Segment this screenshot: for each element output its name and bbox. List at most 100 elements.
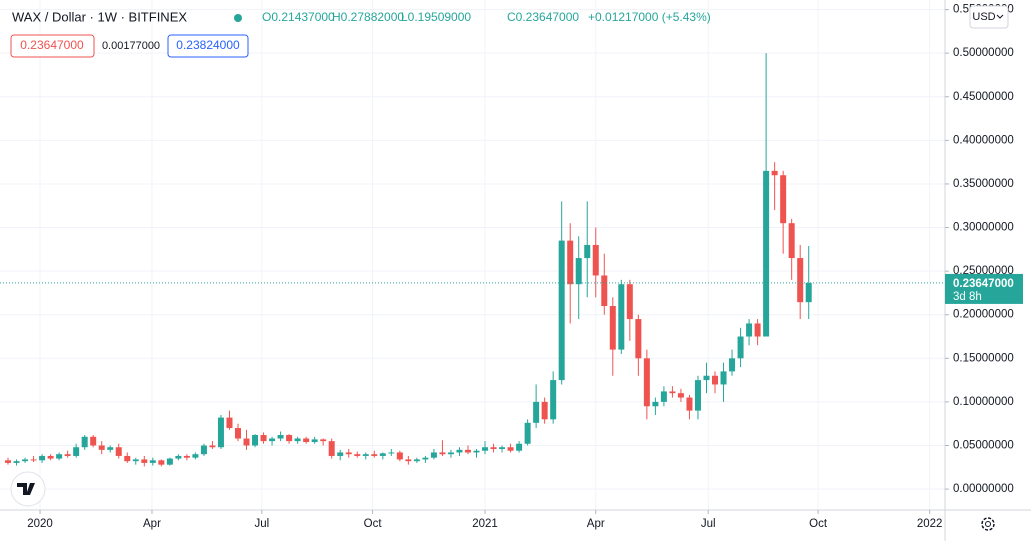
candle-body (252, 435, 259, 446)
candle-body (473, 450, 480, 453)
x-tick-label: Oct (364, 518, 383, 530)
candle-body (269, 438, 276, 442)
sell-price[interactable]: 0.23647000 (20, 38, 84, 52)
candle-body (584, 244, 591, 259)
candle-body (328, 441, 335, 456)
candle-body (166, 458, 173, 465)
status-dot (234, 14, 242, 22)
y-tick-label: 0.10000000 (953, 396, 1014, 408)
ohlc-close: C0.23647000 (507, 10, 579, 24)
candle-body (541, 401, 548, 420)
candle-body (729, 358, 736, 372)
candle-body (124, 455, 131, 462)
candle-body (56, 454, 63, 459)
candle-body (73, 447, 80, 456)
candle-body (320, 439, 327, 442)
candle-body (379, 453, 386, 456)
candle-body (337, 452, 344, 456)
candle-body (771, 170, 778, 176)
candle-body (524, 422, 531, 444)
candle-body (592, 244, 599, 276)
candle-body (669, 391, 676, 394)
buy-price[interactable]: 0.23824000 (176, 38, 240, 52)
x-tick-label: Jul (701, 518, 716, 530)
candle-body (456, 449, 463, 453)
candle-body (81, 436, 88, 448)
buy-button[interactable] (167, 34, 249, 58)
candle-body (805, 282, 812, 303)
ohlc-change: +0.01217000 (+5.43%) (588, 10, 711, 24)
candle-body (396, 452, 403, 460)
currency-button[interactable] (969, 5, 1009, 29)
candle-body (303, 438, 310, 442)
candle-body (183, 455, 190, 458)
candle-body (575, 258, 582, 285)
y-tick-label: 0.05000000 (953, 440, 1014, 452)
candle-body (371, 454, 378, 456)
axes: 0.00000000 0.05000000 0.10000000 0.15000000… (27, 4, 1023, 530)
candle-body (149, 460, 156, 463)
x-tick-label: Oct (809, 518, 828, 530)
candle-body (686, 397, 693, 411)
candle-body (362, 454, 369, 456)
candle-body (98, 445, 105, 450)
candle-body (558, 240, 565, 381)
candle-body (788, 223, 795, 259)
candle-body (260, 435, 267, 442)
candle-body (694, 380, 701, 411)
x-tick-label: 2020 (27, 518, 53, 530)
candle-body (797, 258, 804, 303)
candle-body (141, 459, 148, 463)
candle-body (413, 459, 420, 462)
candle-body (430, 452, 437, 458)
candle-body (388, 452, 395, 454)
candle-body (22, 459, 29, 462)
y-tick-label: 0.45000000 (953, 91, 1014, 103)
candle-body (243, 438, 250, 446)
spread: 0.00177000 (102, 40, 160, 52)
candle-body (550, 380, 557, 420)
candle-body (47, 455, 54, 459)
y-tick-label: 0.15000000 (953, 352, 1014, 364)
candles (0, 53, 945, 467)
candle-body (192, 454, 199, 458)
candle-body (345, 452, 352, 455)
candle-body (482, 447, 489, 451)
candle-body (626, 284, 633, 320)
candle-body (107, 447, 114, 450)
candle-body (601, 275, 608, 306)
candle-body (294, 438, 301, 442)
candle-body (703, 375, 710, 381)
y-tick-label: 0.20000000 (953, 309, 1014, 321)
y-tick-label: 0.00000000 (953, 483, 1014, 495)
candle-body (447, 452, 454, 455)
candle-body (754, 323, 761, 337)
candle-body (652, 401, 659, 407)
candle-body (439, 452, 446, 455)
currency[interactable]: USD (972, 11, 995, 23)
y-tick-label: 0.30000000 (953, 222, 1014, 234)
candle-body (64, 454, 71, 456)
candle-body (720, 371, 727, 385)
candle-body (5, 460, 12, 463)
candle-body (490, 447, 497, 449)
sell-button[interactable] (10, 34, 95, 58)
candle-body (200, 445, 207, 455)
candle-body (422, 457, 429, 460)
candle-body (286, 435, 293, 442)
currency-caret (996, 14, 1004, 19)
candle-body (677, 393, 684, 398)
candle-body (763, 170, 770, 337)
candle-body (277, 435, 284, 439)
y-tick-label: 0.35000000 (953, 178, 1014, 190)
candle-body (115, 447, 122, 456)
price-tag-countdown: 3d 8h (953, 291, 982, 303)
settings-icon[interactable] (981, 517, 995, 531)
x-tick-label: 2021 (472, 518, 498, 530)
grid (0, 0, 945, 510)
price-tag-value: 0.23647000 (953, 278, 1014, 290)
candle-body (643, 358, 650, 407)
candle-body (39, 455, 46, 461)
